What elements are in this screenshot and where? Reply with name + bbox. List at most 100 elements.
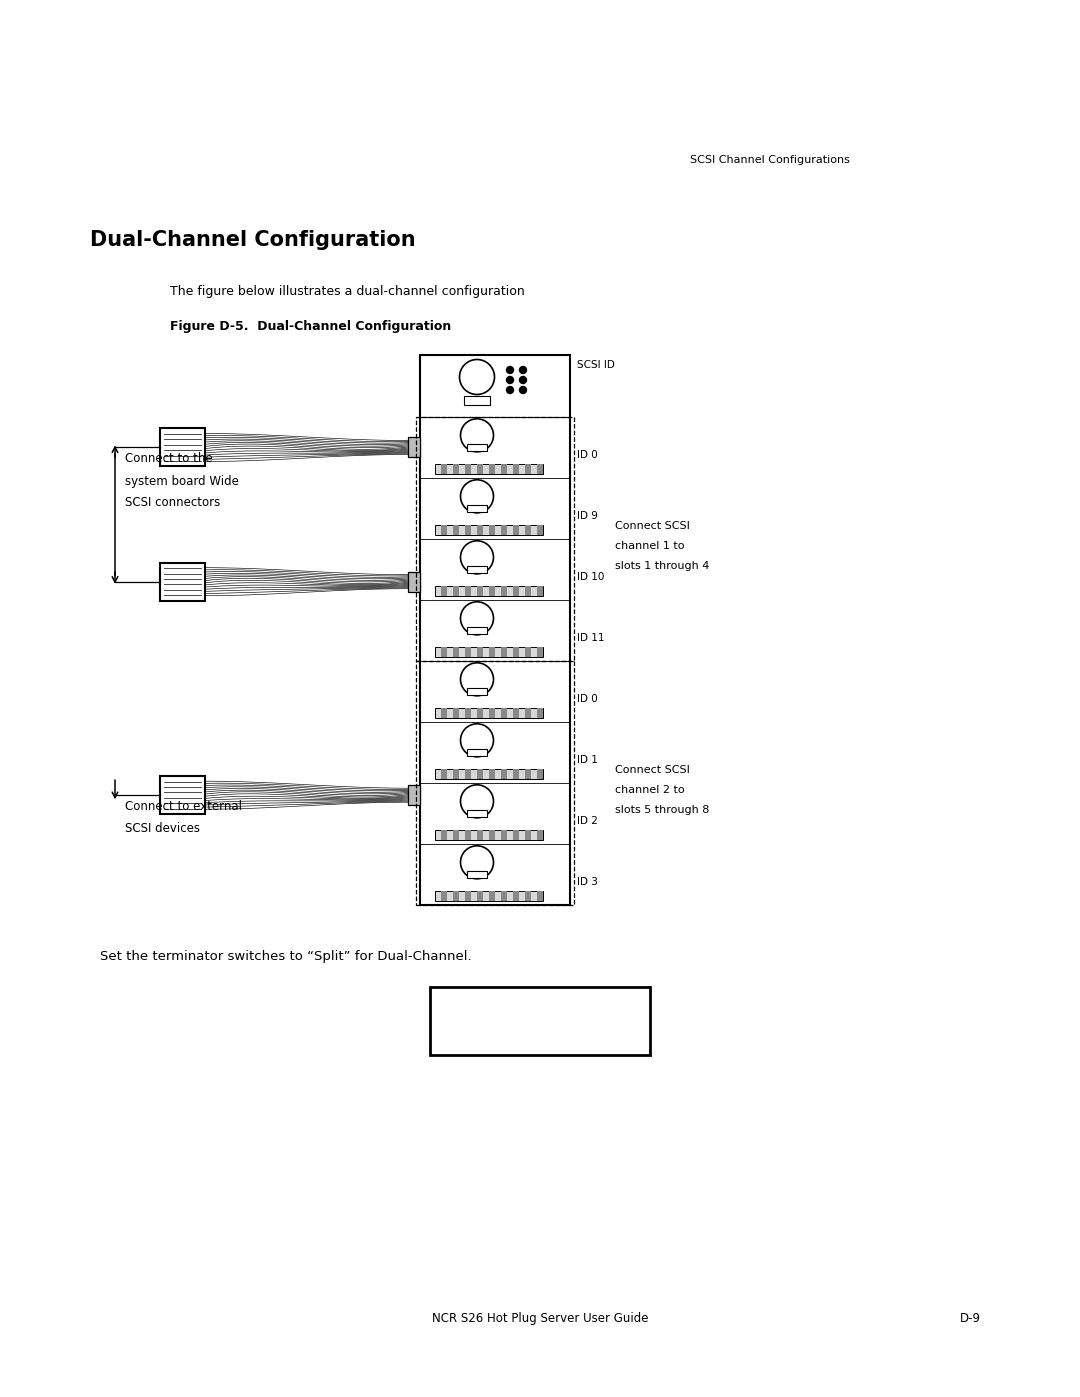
Bar	[441, 708, 447, 718]
Bar	[435, 830, 543, 840]
Bar	[441, 525, 447, 535]
Bar	[453, 464, 459, 474]
Circle shape	[507, 387, 513, 394]
Text: Dual-Channel Configuration: Dual-Channel Configuration	[90, 231, 416, 250]
Bar	[441, 647, 447, 657]
Bar	[477, 464, 483, 474]
Bar	[416, 661, 573, 905]
Bar	[537, 708, 543, 718]
Text: SCSI ID: SCSI ID	[577, 360, 615, 370]
Text: ID 0: ID 0	[577, 694, 597, 704]
Text: ID 11: ID 11	[577, 633, 605, 643]
Bar	[489, 830, 495, 840]
Bar	[525, 708, 531, 718]
Bar	[489, 768, 495, 780]
Text: SCSI Channel Configurations: SCSI Channel Configurations	[690, 155, 850, 165]
Text: system board Wide: system board Wide	[125, 475, 239, 488]
Bar	[453, 891, 459, 901]
Bar	[435, 585, 543, 597]
Bar	[467, 444, 487, 451]
Text: Combine: Combine	[453, 1027, 508, 1039]
Bar	[465, 464, 471, 474]
Bar	[489, 708, 495, 718]
Bar	[537, 830, 543, 840]
Bar	[477, 708, 483, 718]
Circle shape	[460, 662, 494, 696]
Bar	[435, 708, 543, 718]
Circle shape	[519, 387, 527, 394]
Bar	[537, 647, 543, 657]
Bar	[501, 647, 507, 657]
Bar	[467, 627, 487, 634]
Circle shape	[460, 419, 494, 451]
Bar	[525, 830, 531, 840]
Text: channel 1 to: channel 1 to	[615, 541, 685, 550]
Circle shape	[519, 377, 527, 384]
Bar	[477, 525, 483, 535]
Circle shape	[460, 541, 494, 574]
Text: Figure D-5.  Dual-Channel Configuration: Figure D-5. Dual-Channel Configuration	[170, 320, 451, 332]
Bar	[501, 585, 507, 597]
Bar	[501, 525, 507, 535]
Circle shape	[507, 366, 513, 373]
Bar	[465, 585, 471, 597]
Circle shape	[507, 377, 513, 384]
Bar	[513, 708, 519, 718]
Text: Connect SCSI: Connect SCSI	[615, 521, 690, 531]
Bar	[513, 464, 519, 474]
Bar	[537, 585, 543, 597]
Text: SCSI devices: SCSI devices	[125, 823, 200, 835]
Bar	[513, 585, 519, 597]
Bar	[501, 830, 507, 840]
Bar	[513, 891, 519, 901]
Text: Set the terminator switches to “Split” for Dual-Channel.: Set the terminator switches to “Split” f…	[100, 950, 472, 963]
Bar	[441, 830, 447, 840]
Bar	[467, 870, 487, 879]
Bar	[489, 585, 495, 597]
Bar	[416, 416, 573, 661]
Bar	[435, 768, 543, 780]
Bar	[501, 464, 507, 474]
Bar	[501, 768, 507, 780]
Bar	[465, 525, 471, 535]
Bar	[465, 647, 471, 657]
Bar	[537, 464, 543, 474]
Bar	[489, 891, 495, 901]
Bar	[513, 647, 519, 657]
Bar	[160, 777, 205, 814]
Bar	[453, 647, 459, 657]
Bar	[489, 647, 495, 657]
Bar	[464, 397, 490, 405]
Bar	[441, 464, 447, 474]
Text: Connect to the: Connect to the	[125, 453, 213, 465]
Bar	[525, 647, 531, 657]
Bar	[477, 891, 483, 901]
Bar	[477, 585, 483, 597]
Circle shape	[519, 366, 527, 373]
Bar	[465, 830, 471, 840]
Bar	[435, 891, 543, 901]
Bar	[160, 429, 205, 467]
Bar	[435, 464, 543, 474]
Bar	[420, 355, 570, 905]
Bar	[525, 768, 531, 780]
Text: ID 2: ID 2	[577, 816, 598, 826]
Text: Split: Split	[585, 1027, 612, 1039]
Bar	[435, 525, 543, 535]
Bar	[453, 585, 459, 597]
Bar	[453, 525, 459, 535]
Bar	[467, 566, 487, 573]
Text: NCR S26 Hot Plug Server User Guide: NCR S26 Hot Plug Server User Guide	[432, 1312, 648, 1324]
Text: ID 10: ID 10	[577, 571, 605, 581]
Text: Connect SCSI: Connect SCSI	[615, 766, 690, 775]
Bar	[467, 810, 487, 817]
Bar	[513, 525, 519, 535]
Bar	[513, 830, 519, 840]
Bar	[537, 768, 543, 780]
Circle shape	[460, 724, 494, 757]
Text: SCSI connectors: SCSI connectors	[125, 496, 220, 510]
Bar	[525, 891, 531, 901]
Text: The figure below illustrates a dual-channel configuration: The figure below illustrates a dual-chan…	[170, 285, 525, 298]
Bar	[465, 708, 471, 718]
Bar	[467, 504, 487, 513]
